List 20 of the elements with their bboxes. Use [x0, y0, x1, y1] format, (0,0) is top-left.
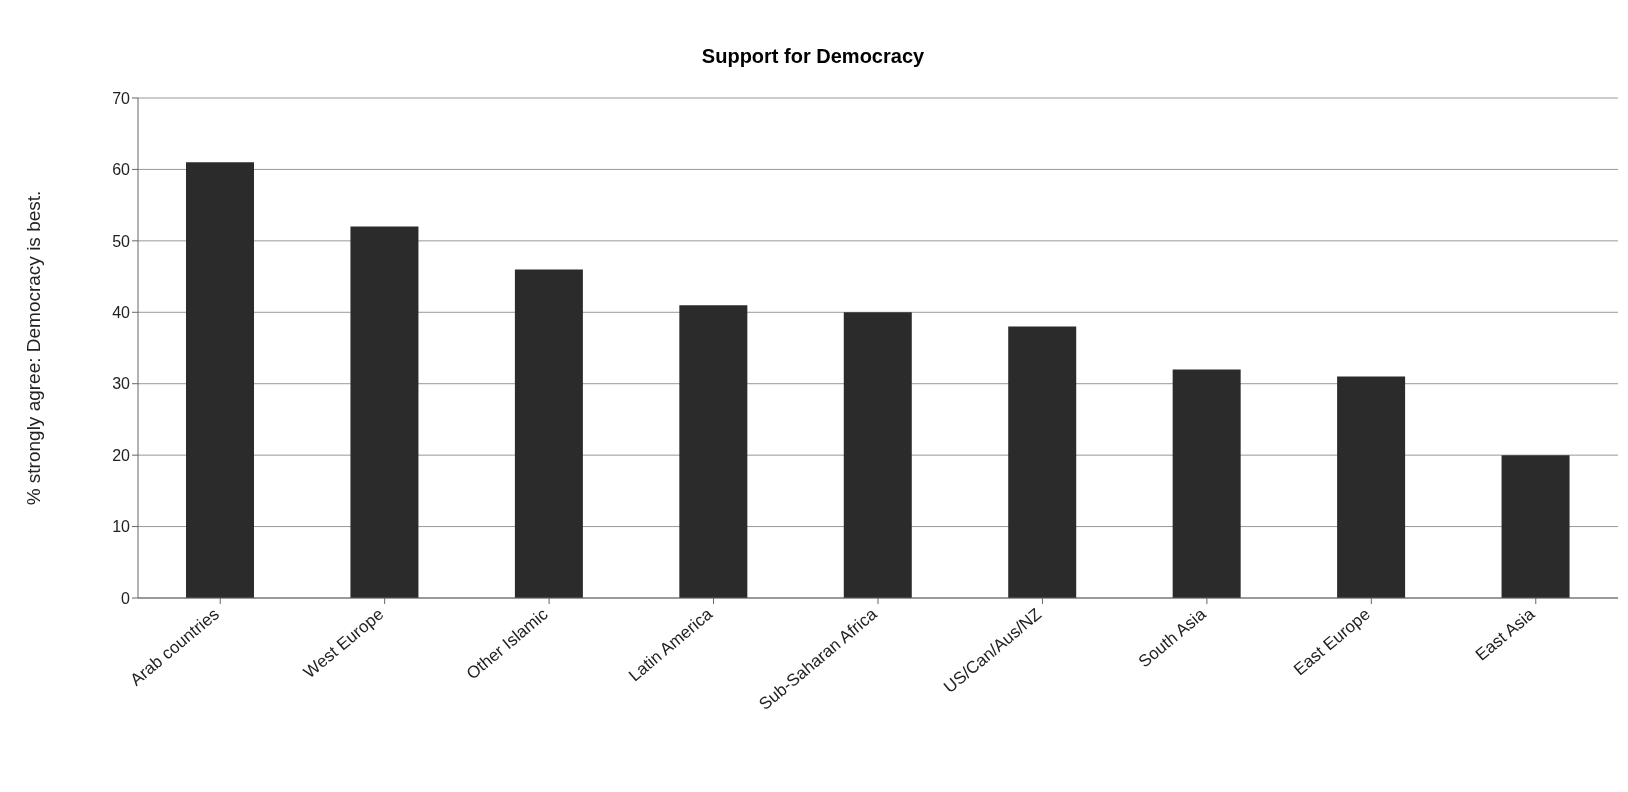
y-tick-label: 60	[112, 161, 131, 179]
y-tick-label: 20	[112, 446, 131, 464]
bar	[843, 312, 912, 598]
chart-title: Support for Democracy	[700, 45, 926, 68]
bar	[350, 226, 419, 598]
y-tick-label: 10	[112, 518, 131, 536]
bar	[1501, 455, 1570, 598]
y-tick-label: 50	[112, 232, 131, 250]
y-tick-label: 0	[121, 589, 131, 607]
bar	[514, 269, 583, 598]
bar	[1008, 326, 1077, 598]
y-tick-label: 70	[112, 89, 131, 107]
y-axis-title: % strongly agree: Democracy is best.	[22, 190, 44, 506]
bar	[1172, 369, 1241, 598]
x-tick-label: East Asia	[1471, 604, 1539, 665]
bar	[679, 305, 748, 598]
bar	[186, 162, 254, 598]
y-tick-label: 40	[112, 303, 131, 321]
bar	[1337, 376, 1406, 598]
y-tick-label: 30	[112, 375, 131, 393]
